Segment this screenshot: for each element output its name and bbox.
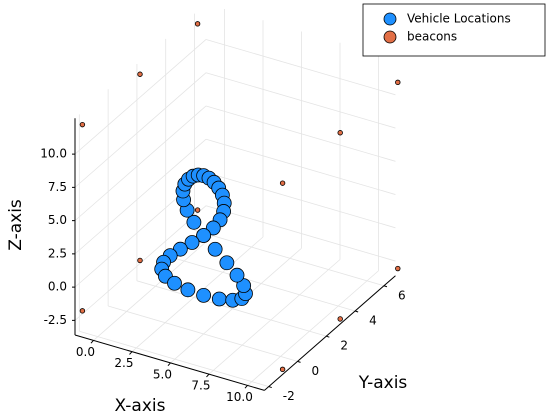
grid-line bbox=[165, 255, 356, 312]
point bbox=[194, 21, 201, 27]
x-tick bbox=[167, 362, 171, 367]
legend-box bbox=[362, 3, 546, 57]
point bbox=[219, 255, 235, 271]
point bbox=[79, 121, 86, 128]
y-tick-label: 4 bbox=[369, 313, 377, 327]
x-axis bbox=[74, 334, 265, 391]
point bbox=[229, 267, 245, 283]
z-tick-label: 10.0 bbox=[40, 147, 67, 161]
point bbox=[395, 79, 401, 86]
point bbox=[196, 228, 212, 243]
x-tick bbox=[244, 385, 248, 389]
point bbox=[337, 316, 343, 322]
grid-line bbox=[205, 72, 396, 129]
y-tick bbox=[297, 360, 301, 363]
point bbox=[196, 287, 212, 303]
z-axis-title: Z-axis bbox=[6, 199, 26, 251]
point bbox=[279, 180, 286, 186]
y-tick bbox=[326, 335, 330, 338]
point bbox=[279, 366, 286, 373]
y-tick bbox=[354, 310, 359, 313]
x-tick-label: 5.0 bbox=[153, 367, 172, 381]
y-axis-title: Y-axis bbox=[358, 373, 408, 393]
x-tick-label: 7.5 bbox=[191, 379, 210, 393]
y-axis bbox=[264, 275, 396, 391]
grid-line bbox=[194, 230, 385, 287]
grid-line bbox=[74, 39, 207, 155]
point bbox=[236, 278, 252, 294]
grid-line bbox=[136, 280, 327, 337]
point bbox=[137, 257, 143, 264]
z-tick-label: 7.5 bbox=[48, 180, 67, 194]
x-tick bbox=[129, 351, 133, 355]
y-tick-label: 6 bbox=[398, 288, 406, 302]
z-tick-label: 2.5 bbox=[48, 246, 67, 260]
legend-marker bbox=[383, 12, 397, 26]
point bbox=[207, 241, 223, 257]
x-tick bbox=[206, 373, 210, 378]
y-tick-label: -2 bbox=[283, 389, 295, 403]
grid-line bbox=[247, 270, 379, 386]
point bbox=[184, 235, 200, 250]
z-tick-label: -2.5 bbox=[44, 313, 67, 327]
legend-marker bbox=[383, 30, 397, 44]
grid-line bbox=[79, 330, 269, 387]
x-axis-title: X-axis bbox=[115, 396, 166, 416]
point bbox=[194, 207, 201, 213]
point bbox=[167, 275, 182, 291]
point bbox=[180, 282, 196, 298]
point bbox=[337, 130, 343, 136]
grid-line bbox=[208, 259, 341, 375]
point bbox=[205, 220, 221, 236]
z-tick-label: 0.0 bbox=[48, 280, 67, 294]
y-tick bbox=[383, 285, 388, 288]
grid-line bbox=[205, 105, 396, 162]
point bbox=[79, 308, 86, 314]
point bbox=[186, 214, 202, 230]
x-tick-label: 2.5 bbox=[114, 356, 133, 370]
grid-line bbox=[74, 105, 207, 221]
y-tick bbox=[268, 386, 272, 389]
point bbox=[395, 265, 401, 272]
point bbox=[211, 291, 227, 307]
grid-line bbox=[93, 225, 225, 341]
x-tick-label: 0.0 bbox=[76, 345, 95, 359]
grid-line bbox=[205, 205, 396, 262]
y-tick-label: 2 bbox=[340, 339, 348, 353]
grid-line bbox=[108, 305, 298, 362]
legend-label: Vehicle Locations bbox=[407, 12, 511, 26]
legend-label: beacons bbox=[407, 30, 457, 44]
y-tick-label: 0 bbox=[312, 364, 320, 378]
grid-line bbox=[74, 138, 207, 255]
grid-line bbox=[205, 138, 396, 195]
point bbox=[137, 71, 143, 77]
z-tick-label: 5.0 bbox=[48, 213, 67, 227]
grid-line bbox=[74, 72, 207, 188]
grid-line bbox=[205, 39, 396, 96]
x-tick-label: 10.0 bbox=[226, 390, 253, 404]
grid-line bbox=[205, 172, 396, 229]
x-tick bbox=[90, 340, 94, 344]
